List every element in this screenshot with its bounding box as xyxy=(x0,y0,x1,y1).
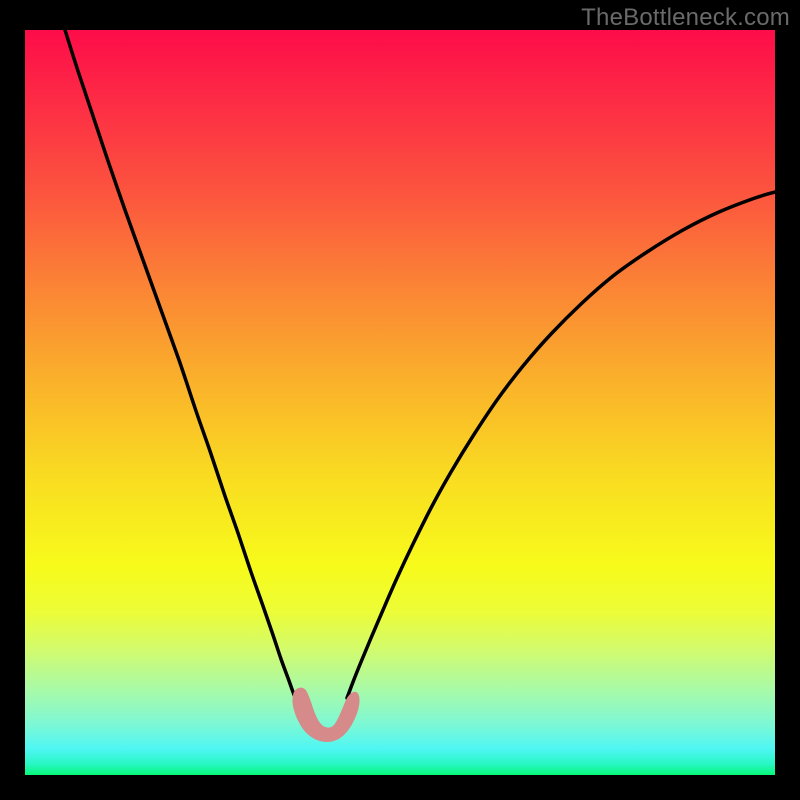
gradient-background xyxy=(25,30,775,775)
watermark-text: TheBottleneck.com xyxy=(581,4,790,32)
chart-frame: TheBottleneck.com xyxy=(0,0,800,800)
v-curve-chart xyxy=(25,30,775,775)
plot-area xyxy=(25,30,775,775)
